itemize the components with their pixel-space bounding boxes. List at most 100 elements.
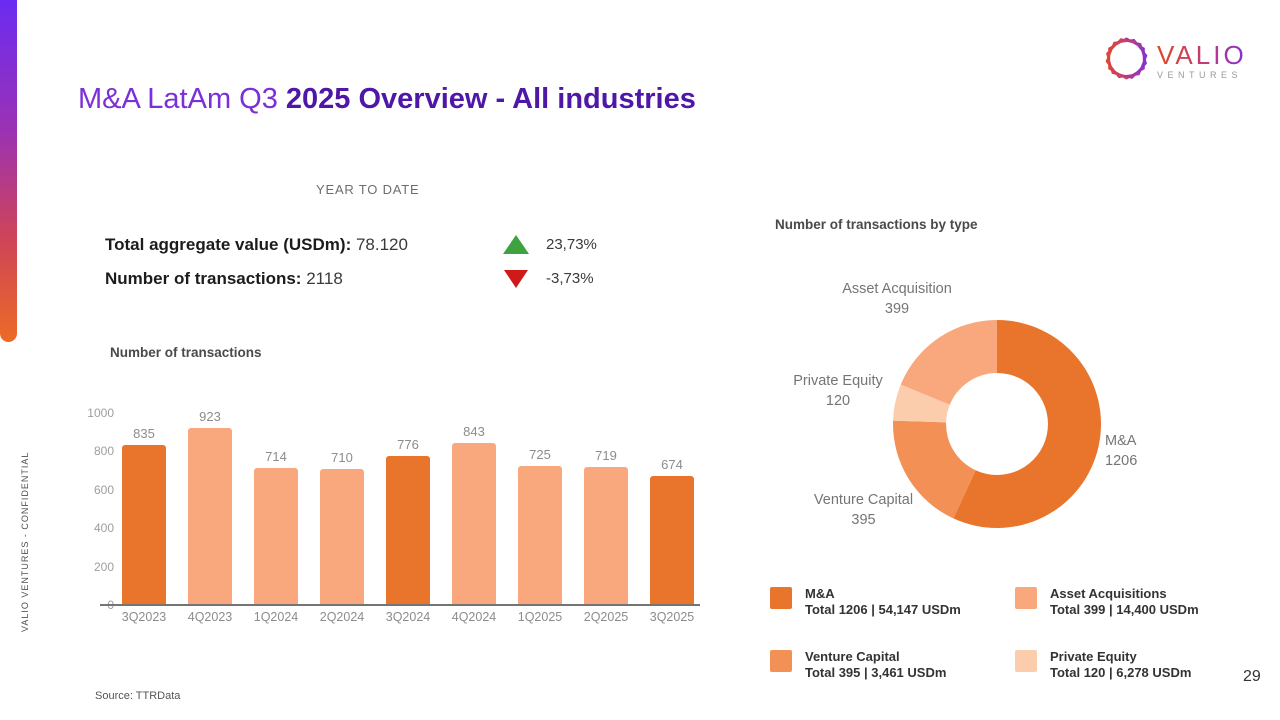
stat-value: 2118 xyxy=(306,269,343,288)
stat-number-of-transactions: Number of transactions: 2118 -3,73% xyxy=(105,269,665,289)
confidential-watermark: VALIO VENTURES - CONFIDENTIAL xyxy=(20,451,30,632)
donut-label-asset-acquisition: Asset Acquisition 399 xyxy=(817,280,977,319)
stat-value: 78.120 xyxy=(355,235,408,254)
donut-slice-private-equity xyxy=(893,384,950,423)
page-title-regular: M&A LatAm Q3 xyxy=(78,83,286,115)
y-tick-label: 600 xyxy=(93,482,114,497)
bar-chart-bars: 835 923 714 710 776 843 725 719 674 xyxy=(122,409,694,605)
logo-wordmark: VALIO xyxy=(1157,40,1247,70)
legend-swatch xyxy=(1015,650,1037,672)
y-tick-label: 200 xyxy=(93,559,114,574)
bar-value-label: 719 xyxy=(595,447,617,463)
bar-rect xyxy=(650,475,694,605)
bar-value-label: 843 xyxy=(463,424,485,440)
bar-3Q2025: 674 xyxy=(650,413,694,605)
bar-rect xyxy=(584,466,628,605)
bar-3Q2024: 776 xyxy=(386,413,430,605)
y-tick-label: 800 xyxy=(93,444,114,459)
down-triangle-icon xyxy=(504,270,528,288)
legend-item-private-equity: Private Equity Total 120 | 6,278 USDm xyxy=(1015,649,1260,681)
bar-value-label: 835 xyxy=(133,425,155,441)
donut-label-private-equity: Private Equity 120 xyxy=(768,372,908,411)
y-tick-label: 1000 xyxy=(87,406,114,420)
x-tick-label: 3Q2024 xyxy=(385,610,431,624)
bar-rect xyxy=(386,456,430,605)
legend-swatch xyxy=(770,587,792,609)
x-tick-label: 4Q2023 xyxy=(187,610,233,624)
x-tick-label: 1Q2024 xyxy=(253,610,299,624)
bar-rect xyxy=(254,467,298,605)
legend-detail: Total 395 | 3,461 USDm xyxy=(805,665,947,680)
bar-value-label: 776 xyxy=(397,437,419,453)
legend-name: Private Equity xyxy=(1050,649,1137,664)
stat-change: 23,73% xyxy=(546,236,597,253)
page-number: 29 xyxy=(1243,668,1261,685)
bar-1Q2025: 725 xyxy=(518,413,562,605)
legend-name: Venture Capital xyxy=(805,649,900,664)
donut-label-venture-capital: Venture Capital 395 xyxy=(791,491,936,530)
year-to-date-heading: YEAR TO DATE xyxy=(316,182,420,197)
slice-value: 399 xyxy=(884,300,910,317)
legend-detail: Total 120 | 6,278 USDm xyxy=(1050,665,1192,680)
x-tick-label: 1Q2025 xyxy=(517,610,563,624)
bar-4Q2024: 843 xyxy=(452,413,496,605)
x-tick-label: 3Q2023 xyxy=(121,610,167,624)
donut-chart xyxy=(893,320,1102,528)
donut-slice-venture-capital xyxy=(893,420,976,519)
bar-chart-baseline xyxy=(100,604,700,606)
hexagon-knot-logo-icon xyxy=(1103,35,1150,87)
bar-chart-y-axis: 02004006008001000 xyxy=(78,406,122,612)
legend-name: Asset Acquisitions xyxy=(1050,586,1167,601)
legend-detail: Total 1206 | 54,147 USDm xyxy=(805,602,961,617)
bar-value-label: 714 xyxy=(265,448,287,464)
donut-legend: M&A Total 1206 | 54,147 USDm Asset Acquisi… xyxy=(770,586,1210,681)
donut-chart-title: Number of transactions by type xyxy=(775,217,978,232)
x-tick-label: 2Q2024 xyxy=(319,610,365,624)
legend-item-venture-capital: Venture Capital Total 395 | 3,461 USDm xyxy=(770,649,1015,681)
page-title-bold: 2025 Overview - All industries xyxy=(285,83,696,115)
legend-name: M&A xyxy=(805,586,835,601)
bar-2Q2024: 710 xyxy=(320,413,364,605)
logo-subtitle: VENTURES xyxy=(1157,70,1243,80)
bar-chart-x-axis: 3Q2023 4Q2023 1Q2024 2Q2024 3Q2024 4Q2024 1Q20… xyxy=(111,610,705,624)
stat-label: Number of transactions: xyxy=(105,269,302,288)
up-triangle-icon xyxy=(503,235,529,254)
slice-label: Asset Acquisition xyxy=(842,281,952,297)
legend-detail: Total 399 | 14,400 USDm xyxy=(1050,602,1199,617)
source-note: Source: TTRData xyxy=(95,690,181,702)
bar-rect xyxy=(320,468,364,605)
slice-label: Private Equity xyxy=(793,373,883,389)
bar-value-label: 725 xyxy=(529,446,551,462)
stat-total-aggregate-value: Total aggregate value (USDm): 78.120 23,… xyxy=(105,235,665,255)
slice-value: 395 xyxy=(851,511,876,528)
donut-label-mna: M&A 1206 xyxy=(1105,432,1195,471)
donut-slice-m-a xyxy=(953,320,1102,528)
legend-item-m-a: M&A Total 1206 | 54,147 USDm xyxy=(770,586,1015,618)
slice-label: Venture Capital xyxy=(813,492,914,508)
bar-rect xyxy=(122,444,166,605)
x-tick-label: 4Q2024 xyxy=(451,610,497,624)
valio-ventures-logo: VALIO VENTURES xyxy=(1103,35,1247,87)
bar-value-label: 710 xyxy=(331,449,353,465)
gradient-accent-bar xyxy=(0,0,17,342)
bar-rect xyxy=(452,443,496,605)
bar-1Q2024: 714 xyxy=(254,413,298,605)
stat-change: -3,73% xyxy=(546,270,594,287)
bar-2Q2025: 719 xyxy=(584,413,628,605)
x-tick-label: 3Q2025 xyxy=(649,610,695,624)
stat-label: Total aggregate value (USDm): xyxy=(105,235,352,254)
page-title: M&A LatAm Q3 2025 Overview - All industr… xyxy=(78,82,696,116)
bar-4Q2023: 923 xyxy=(188,409,232,605)
bar-value-label: 923 xyxy=(199,408,221,424)
bar-rect xyxy=(518,465,562,605)
bar-chart-title: Number of transactions xyxy=(110,345,262,360)
legend-swatch xyxy=(770,650,792,672)
legend-swatch xyxy=(1015,587,1037,609)
slice-value: 1206 xyxy=(1105,452,1138,469)
bar-3Q2023: 835 xyxy=(122,413,166,605)
slice-value: 120 xyxy=(825,392,851,409)
bar-rect xyxy=(188,427,232,605)
legend-item-asset-acquisitions: Asset Acquisitions Total 399 | 14,400 USD… xyxy=(1015,586,1260,618)
donut-slice-asset-acquisition xyxy=(900,320,997,405)
